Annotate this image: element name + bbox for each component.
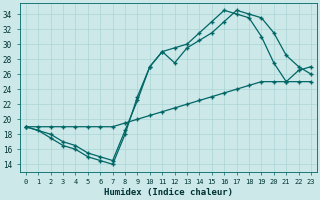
X-axis label: Humidex (Indice chaleur): Humidex (Indice chaleur) [104, 188, 233, 197]
